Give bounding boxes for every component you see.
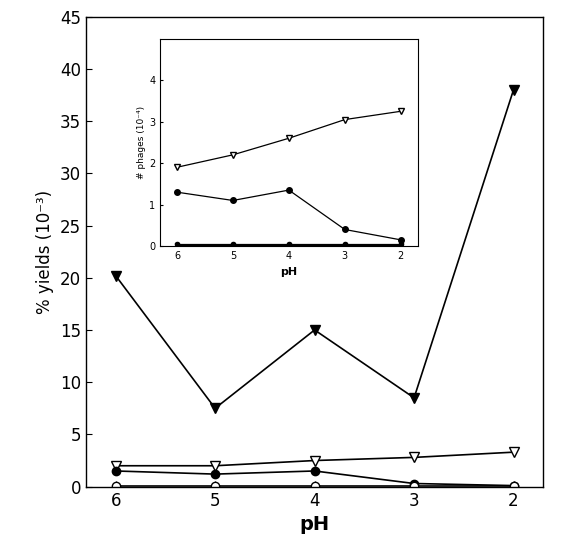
X-axis label: pH: pH xyxy=(300,515,329,534)
Y-axis label: % yields (10⁻³): % yields (10⁻³) xyxy=(36,190,54,314)
X-axis label: pH: pH xyxy=(280,267,297,276)
Y-axis label: # phages (10⁻⁴): # phages (10⁻⁴) xyxy=(137,106,146,179)
